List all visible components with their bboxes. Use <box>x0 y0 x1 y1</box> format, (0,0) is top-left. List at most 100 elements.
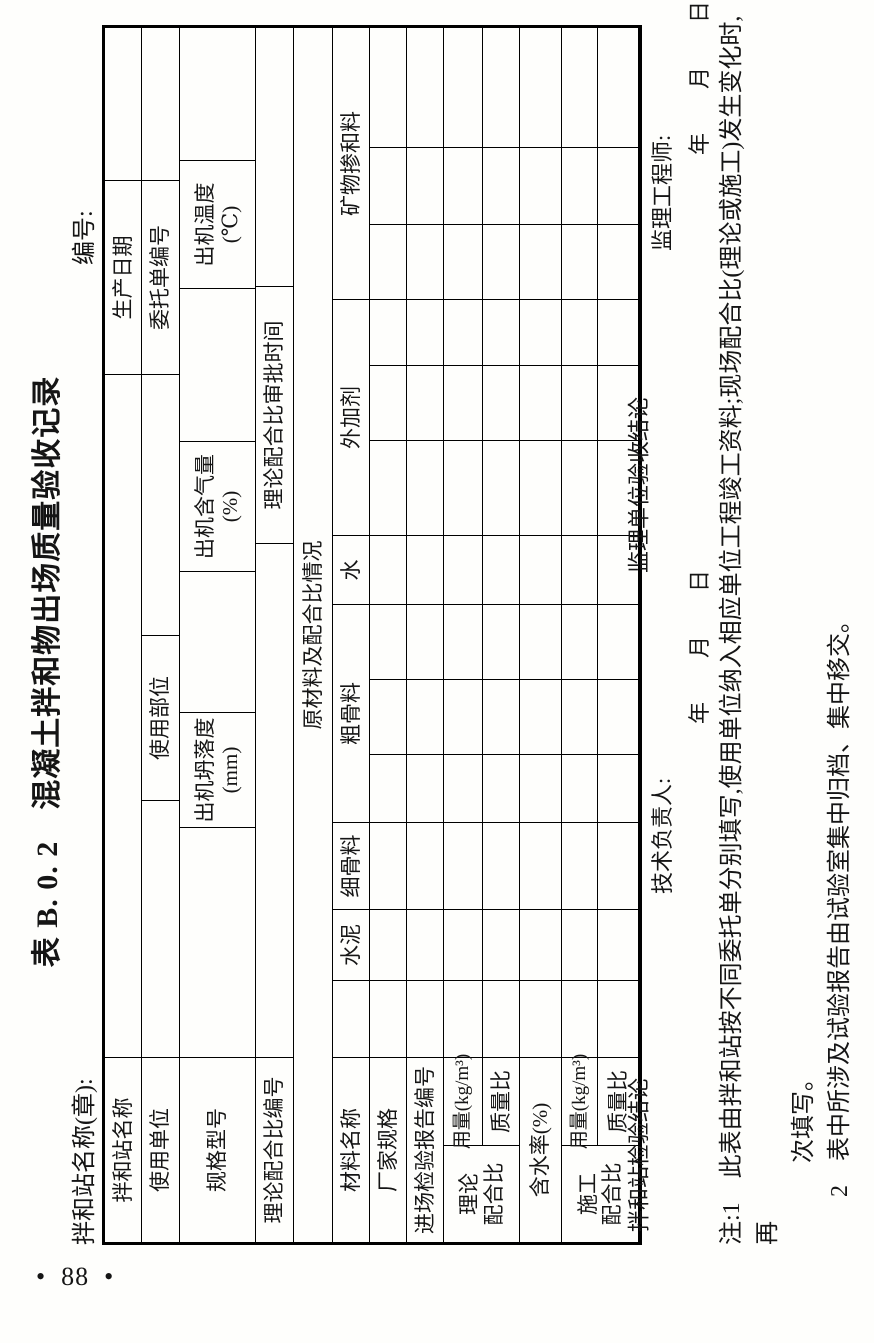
construction-dosage-label: 用量(kg/m³) <box>562 1054 597 1149</box>
empty-cell <box>520 535 561 604</box>
empty-cell <box>520 754 561 822</box>
theory-mix-number-label: 理论配合比编号 <box>256 1057 293 1242</box>
row-construction-dosage: 用量(kg/m³) <box>562 28 598 1149</box>
record-table: 拌和站名称 生产日期 使用单位 使用部位 委托单编号 规格型号 出机坍落度 (m… <box>102 1 712 1245</box>
station-conclusion-label: 拌和站检验结论 <box>626 1077 652 1232</box>
empty-cell <box>407 822 443 909</box>
empty-cell <box>520 604 561 679</box>
row-construction-mass-ratio: 质量比 <box>598 28 638 1145</box>
empty-cell <box>407 224 443 299</box>
empty-cell <box>180 571 255 712</box>
rows-theory-mix-group: 理论 配合比 用量(kg/m³) 质量比 <box>444 28 520 1242</box>
empty-cell <box>483 679 519 754</box>
rows-construction-mix-group: 施工 配合比 用量(kg/m³) 质量比 <box>562 28 639 1242</box>
empty-cell <box>256 28 293 286</box>
empty-cell <box>520 909 561 980</box>
empty-cell <box>562 679 597 754</box>
empty-cell <box>483 822 519 909</box>
empty-cell <box>370 909 406 980</box>
empty-cell <box>407 28 443 147</box>
empty-cell <box>598 909 638 980</box>
empty-cell <box>520 28 561 147</box>
empty-cell <box>444 365 482 440</box>
row-materials-section: 原材料及配合比情况 <box>294 28 333 1242</box>
material-water: 水 <box>333 535 369 604</box>
row-station-name: 拌和站名称 生产日期 <box>105 28 142 1242</box>
spec-model-label: 规格型号 <box>180 1057 255 1242</box>
empty-cell <box>370 28 406 147</box>
empty-cell <box>483 147 519 224</box>
empty-cell <box>520 679 561 754</box>
supervisor-conclusion-label: 监理单位验收结论 <box>626 396 652 573</box>
page-number: • 88 • <box>36 1262 115 1291</box>
empty-cell <box>407 679 443 754</box>
empty-cell <box>598 604 638 679</box>
empty-cell <box>370 604 406 679</box>
empty-cell <box>142 374 179 635</box>
empty-cell <box>407 980 443 1057</box>
empty-cell <box>562 224 597 299</box>
station-seal-label: 拌和站名称(章): <box>72 1078 98 1245</box>
empty-cell <box>180 28 255 160</box>
empty-cell <box>407 909 443 980</box>
empty-cell <box>483 224 519 299</box>
production-date-label: 生产日期 <box>105 180 141 374</box>
empty-cell <box>562 909 597 980</box>
empty-cell <box>142 28 179 180</box>
theory-dosage-label: 用量(kg/m³) <box>444 1054 482 1149</box>
empty-cell <box>598 28 638 147</box>
empty-cell <box>562 754 597 822</box>
tech-director-signature: 技术负责人: 年 月 日 <box>650 570 713 894</box>
empty-cell <box>483 535 519 604</box>
supervisor-engineer-label: 监理工程师: <box>650 134 675 251</box>
manufacturer-spec-label: 厂家规格 <box>370 1057 406 1242</box>
empty-cell <box>444 147 482 224</box>
empty-cell <box>483 604 519 679</box>
empty-cell <box>562 28 597 147</box>
material-name-label: 材料名称 <box>333 1057 369 1242</box>
empty-cell <box>370 440 406 535</box>
footnote-1-line-1: 注:1 此表由拌和站按不同委托单分别填写,使用单位纳入相应单位工程竣工资料;现场… <box>719 15 781 1245</box>
material-mineral-additive: 矿物掺和料 <box>338 111 363 216</box>
empty-cell <box>444 224 482 299</box>
doc-number-label: 编号: <box>72 210 98 265</box>
empty-cell <box>444 535 482 604</box>
using-unit-label: 使用单位 <box>142 1057 179 1242</box>
empty-cell <box>562 440 597 535</box>
footnote-1-line-2: 次填写。 <box>791 1067 817 1163</box>
row-water-content: 含水率(%) <box>520 28 562 1242</box>
row-material-names: 材料名称 水泥 细骨料 粗骨料 水 外加剂 矿物掺和料 <box>333 28 370 1242</box>
row-entry-report-number: 进场检验报告编号 <box>407 28 444 1242</box>
row-using-unit: 使用单位 使用部位 委托单编号 <box>142 28 180 1242</box>
empty-cell <box>105 28 141 180</box>
empty-cell <box>407 754 443 822</box>
empty-cell <box>483 299 519 365</box>
empty-cell <box>370 980 406 1057</box>
empty-cell <box>562 980 597 1057</box>
temperature-label: 出机温度 (℃) <box>180 160 255 288</box>
empty-cell <box>105 374 141 1057</box>
empty-cell <box>370 754 406 822</box>
footnote-2: 2 表中所涉及试验报告由试验室集中归档、集中移交。 <box>827 609 853 1197</box>
empty-cell <box>180 288 255 441</box>
order-number-label: 委托单编号 <box>142 180 179 374</box>
row-theory-mass-ratio: 质量比 <box>483 28 519 1145</box>
empty-cell <box>520 822 561 909</box>
empty-cell <box>444 28 482 147</box>
material-coarse-aggregate: 粗骨料 <box>333 604 369 822</box>
empty-cell <box>598 980 638 1057</box>
empty-cell <box>562 365 597 440</box>
empty-cell <box>483 365 519 440</box>
empty-cell <box>520 980 561 1057</box>
empty-cell <box>370 679 406 754</box>
empty-cell <box>598 299 638 365</box>
empty-cell <box>520 440 561 535</box>
material-cement: 水泥 <box>333 909 369 980</box>
footnotes: 注:1 此表由拌和站按不同委托单分别填写,使用单位纳入相应单位工程竣工资料;现场… <box>714 15 858 1245</box>
empty-cell <box>562 604 597 679</box>
empty-cell <box>444 822 482 909</box>
empty-cell <box>370 147 406 224</box>
empty-cell <box>407 604 443 679</box>
empty-cell <box>370 535 406 604</box>
